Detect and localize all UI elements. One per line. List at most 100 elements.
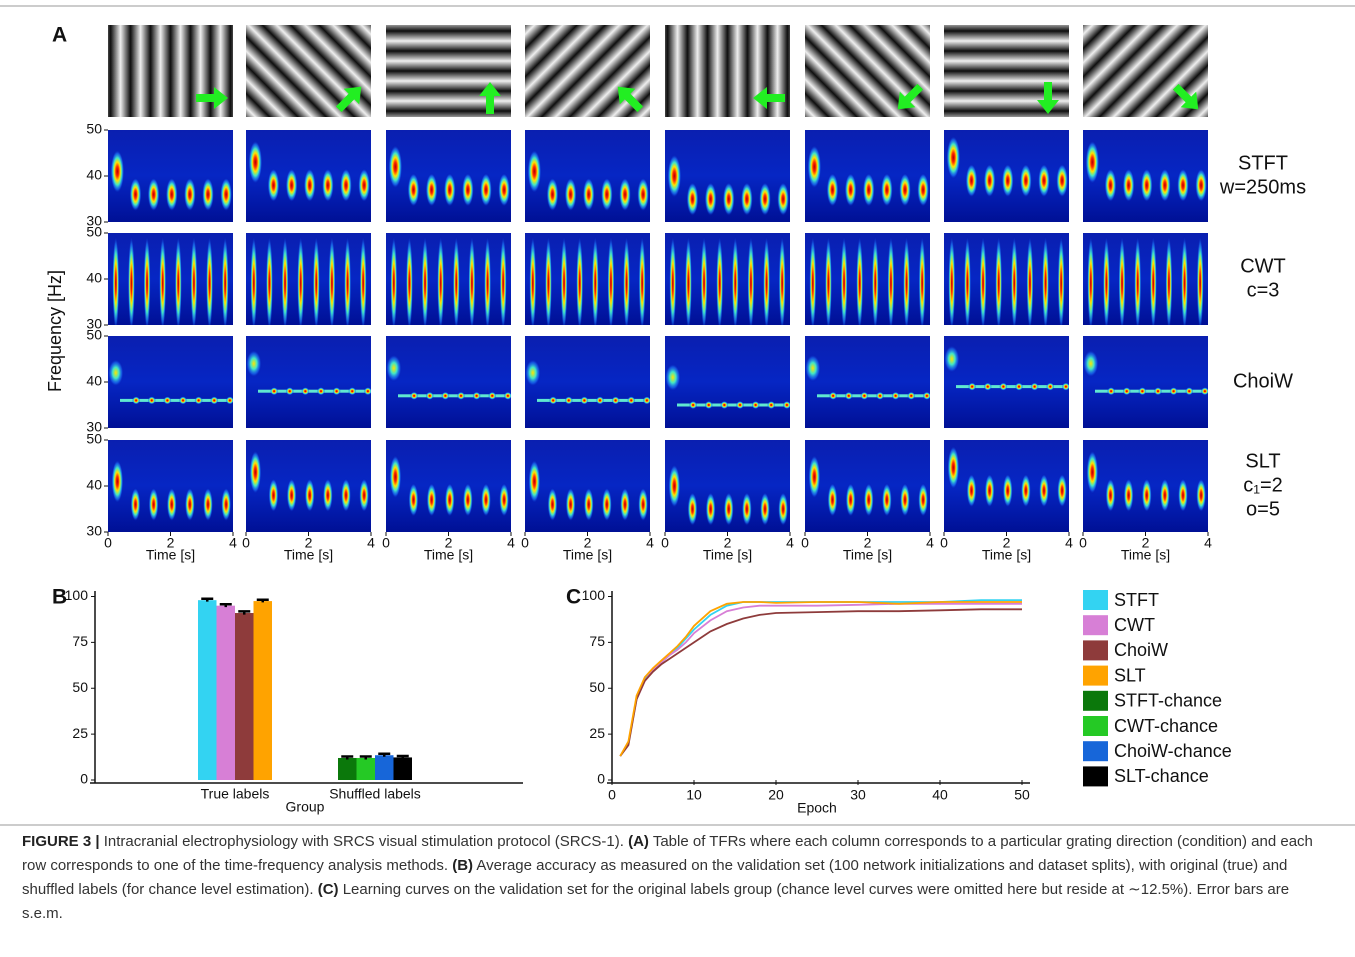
tfr-blob <box>1159 478 1170 513</box>
spectrogram-background <box>386 233 511 325</box>
tfr-blob <box>716 235 724 325</box>
y-axis-label: Frequency [Hz] <box>45 270 65 392</box>
tfr-blob <box>1122 168 1135 203</box>
tfr-blob <box>203 487 213 522</box>
tfr-blob <box>317 387 325 396</box>
spectrogram <box>1083 336 1208 428</box>
tfr-blob <box>1138 387 1147 396</box>
tfr-blob <box>210 396 219 405</box>
tfr-blob <box>358 168 371 203</box>
tfr-blob <box>601 487 612 522</box>
tfr-blob <box>183 177 196 212</box>
tfr-blob <box>285 387 294 396</box>
tfr-blob <box>778 235 786 325</box>
tfr-blob <box>281 235 289 325</box>
tfr-blob <box>760 492 770 526</box>
tfr-blob <box>684 235 692 325</box>
tfr-blob <box>917 172 930 207</box>
tfr-blob <box>528 459 541 504</box>
tfr-blob <box>1177 168 1189 203</box>
spectrogram <box>805 440 930 532</box>
x-tick-label: 0 <box>801 535 809 551</box>
tfr-blob <box>900 482 910 517</box>
tfr-blob <box>700 235 708 325</box>
tfr-blob <box>736 401 744 409</box>
tfr-blob <box>359 235 367 325</box>
tfr-blob <box>899 172 911 207</box>
spectrogram-background <box>1083 233 1208 325</box>
tfr-line <box>677 403 790 407</box>
tfr-blob <box>881 482 892 517</box>
tfr-blob <box>328 235 336 325</box>
tfr-blob <box>582 177 595 212</box>
spectrogram <box>525 440 650 532</box>
tfr-blob <box>862 172 875 207</box>
legend-label: STFT-chance <box>1114 691 1222 711</box>
spectrogram <box>805 130 930 222</box>
tfr-blob <box>225 396 233 405</box>
y-tick-label: 30 <box>86 213 102 229</box>
spectrogram-background <box>665 336 790 428</box>
x-tick-label: 4 <box>646 535 654 551</box>
tfr-blob <box>484 235 492 325</box>
tfr-blob <box>525 358 541 387</box>
tfr-blob <box>668 464 681 508</box>
tfr-blob <box>863 482 874 517</box>
tfr-blob <box>1200 387 1208 396</box>
tfr-blob <box>184 487 195 522</box>
tfr-blob <box>332 387 341 396</box>
tfr-blob <box>441 391 450 400</box>
tfr-blob <box>297 235 305 325</box>
legend-label: SLT <box>1114 665 1146 685</box>
tfr-blob <box>1134 235 1142 325</box>
tfr-blob <box>947 445 960 490</box>
spectrogram <box>246 130 371 222</box>
tfr-blob <box>174 235 182 325</box>
tfr-blob <box>999 382 1008 391</box>
y-tick-label: 40 <box>86 373 102 389</box>
x-tick-label: 0 <box>521 535 529 551</box>
tfr-blob <box>452 235 460 325</box>
tfr-blob <box>1141 478 1152 513</box>
direction-arrow <box>196 87 228 109</box>
tfr-blob <box>1061 382 1069 391</box>
spectrogram <box>665 130 790 222</box>
tfr-blob <box>503 391 511 400</box>
tfr-blob <box>887 235 895 325</box>
bar <box>216 605 235 780</box>
tfr-blob <box>270 387 279 396</box>
tfr-blob <box>206 235 214 325</box>
spectrogram <box>1083 440 1208 532</box>
tfr-blob <box>580 396 589 405</box>
tfr-blob <box>127 235 135 325</box>
tfr-blob <box>560 235 568 325</box>
panel-label: C <box>566 586 581 609</box>
x-tick-label: 4 <box>1065 535 1073 551</box>
tfr-blob <box>1038 163 1050 198</box>
x-tick-label: 2 <box>167 535 175 551</box>
caption: FIGURE 3 | Intracranial electrophysiolog… <box>22 830 1332 926</box>
spectrogram <box>386 336 511 428</box>
x-tick-label: Shuffled labels <box>329 786 421 802</box>
spectrogram-background <box>108 233 233 325</box>
spectrogram <box>665 336 790 428</box>
tfr-blob <box>705 492 716 526</box>
caption-text: Learning curves on the validation set fo… <box>22 881 1290 922</box>
tfr-blob <box>824 235 832 325</box>
bar <box>198 600 217 780</box>
figure: A304050STFTw=250ms304050CWTc=3304050Choi… <box>0 5 1355 826</box>
caption-text: FIGURE 3 | <box>22 833 100 850</box>
tfr-blob <box>907 391 916 400</box>
tfr-blob <box>529 235 537 325</box>
tfr-blob <box>426 482 437 517</box>
legend-label: CWT-chance <box>1114 716 1218 736</box>
tfr-blob <box>777 182 790 216</box>
tfr-blob <box>221 487 232 522</box>
tfr-blob <box>844 391 853 400</box>
y-tick-label: 50 <box>589 679 605 695</box>
caption-text: Table of TFRs where each column correspo… <box>22 833 1313 874</box>
tfr-blob <box>564 396 573 405</box>
tfr-blob <box>759 182 771 216</box>
tfr-blob <box>1057 473 1068 508</box>
tfr-blob <box>782 401 790 409</box>
